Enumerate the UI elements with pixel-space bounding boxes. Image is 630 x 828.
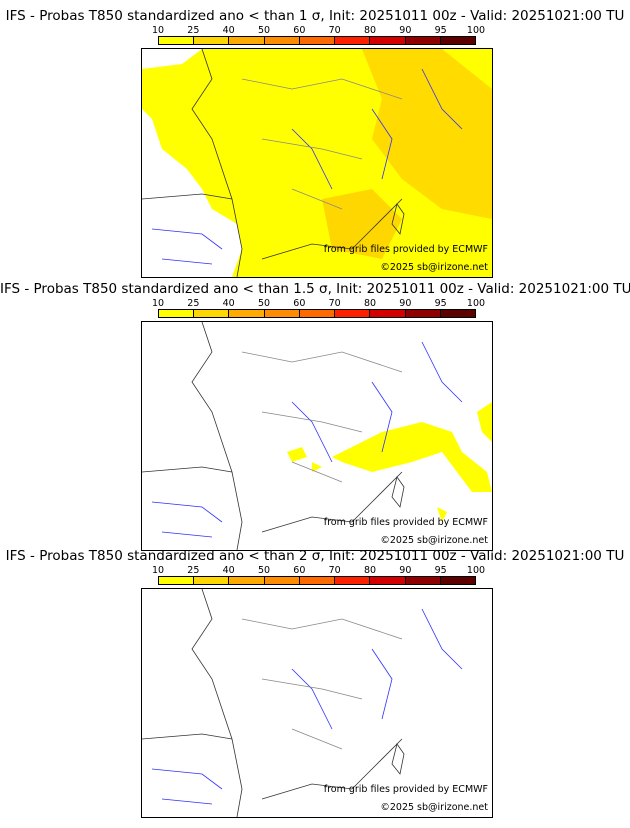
colorbar-segment [440,37,475,44]
colorbar-tick-label: 90 [399,565,412,576]
probability-map[interactable]: from grib files provided by ECMWF ©2025 … [141,321,493,551]
copyright-credit: ©2025 sb@irizone.net [380,262,488,273]
panel-title: IFS - Probas T850 standardized ano < tha… [5,8,625,24]
copyright-credit: ©2025 sb@irizone.net [380,535,488,546]
colorbar-segment [405,310,441,317]
colorbar-tick-label: 25 [187,565,200,576]
colorbar-segment [335,37,371,44]
colorbar [158,36,476,45]
colorbar-segment [264,577,300,584]
colorbar-tick-label: 10 [151,25,165,36]
colorbar-segment [299,577,336,584]
colorbar [158,576,476,585]
coastlines [142,322,463,550]
colorbar-ticks: 10 25 40 50 60 70 80 90 95 100 [152,25,485,36]
colorbar-tick-label: 100 [466,298,486,309]
colorbar-tick-label: 10 [151,565,165,576]
colorbar-tick-label: 40 [222,25,235,36]
colorbar-segment [159,37,195,44]
colorbar-segment [440,577,475,584]
colorbar-segment [229,577,265,584]
colorbar-tick-label: 50 [257,298,271,309]
colorbar [158,309,476,318]
colorbar-segment [335,310,371,317]
colorbar-segment [299,310,336,317]
colorbar-segment [159,577,195,584]
colorbar-tick-label: 40 [222,298,235,309]
colorbar-tick-label: 100 [466,25,486,36]
probability-map[interactable]: from grib files provided by ECMWF ©2025 … [141,48,493,278]
colorbar-segment [194,37,230,44]
colorbar-ticks: 10 25 40 50 60 70 80 90 95 100 [152,565,485,576]
colorbar-segment [299,37,336,44]
colorbar-tick-label: 40 [222,565,235,576]
colorbar-tick-label: 10 [151,298,165,309]
colorbar-segment [229,37,265,44]
colorbar-segment [370,577,406,584]
colorbar-tick-label: 95 [434,25,447,36]
colorbar-tick-label: 95 [434,298,447,309]
colorbar-tick-label: 100 [466,565,486,576]
colorbar-tick-label: 70 [328,565,341,576]
colorbar-segment [335,577,371,584]
colorbar-tick-label: 90 [399,25,412,36]
colorbar-ticks: 10 25 40 50 60 70 80 90 95 100 [152,298,485,309]
colorbar-tick-label: 70 [328,298,341,309]
map-fill [287,402,492,522]
coastlines [142,589,463,817]
colorbar-tick-label: 60 [293,565,306,576]
colorbar-segment [194,310,230,317]
colorbar-segment [370,310,406,317]
colorbar-tick-label: 80 [363,298,377,309]
copyright-credit: ©2025 sb@irizone.net [380,802,488,813]
colorbar-tick-label: 60 [293,25,306,36]
colorbar-tick-label: 50 [257,565,271,576]
colorbar-tick-label: 80 [363,565,377,576]
colorbar-segment [405,577,441,584]
colorbar-tick-label: 70 [328,25,341,36]
colorbar-segment [229,310,265,317]
colorbar-segment [194,577,230,584]
probability-map[interactable]: from grib files provided by ECMWF ©2025 … [141,588,493,818]
panel-title: IFS - Probas T850 standardized ano < tha… [5,548,625,564]
colorbar-tick-label: 25 [187,25,200,36]
colorbar-segment [159,310,195,317]
panel-title: IFS - Probas T850 standardized ano < tha… [0,281,630,297]
colorbar-segment [264,310,300,317]
colorbar-tick-label: 80 [363,25,377,36]
colorbar-tick-label: 25 [187,298,200,309]
source-credit: from grib files provided by ECMWF [323,244,488,255]
colorbar-segment [405,37,441,44]
colorbar-segment [370,37,406,44]
colorbar-tick-label: 60 [293,298,306,309]
colorbar-segment [440,310,475,317]
source-credit: from grib files provided by ECMWF [323,784,488,795]
colorbar-segment [264,37,300,44]
colorbar-tick-label: 90 [399,298,412,309]
colorbar-tick-label: 95 [434,565,447,576]
source-credit: from grib files provided by ECMWF [323,517,488,528]
colorbar-tick-label: 50 [257,25,271,36]
map-fill [142,49,492,277]
coastlines [142,49,463,277]
